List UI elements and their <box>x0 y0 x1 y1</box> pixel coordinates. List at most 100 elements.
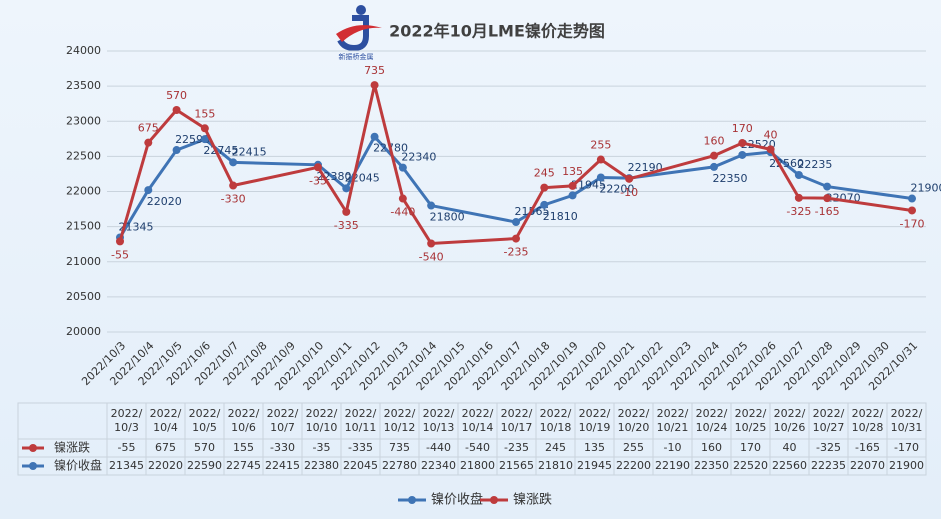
table-cell: 22745 <box>226 459 261 472</box>
table-key-dot <box>29 444 37 452</box>
point <box>823 182 832 191</box>
point <box>512 234 520 243</box>
data-label: -235 <box>504 246 529 259</box>
point <box>710 162 718 171</box>
data-label: -55 <box>111 248 129 261</box>
point <box>738 139 747 148</box>
data-label: 170 <box>732 122 753 135</box>
point <box>766 145 775 154</box>
table-header: 2022/10/13 <box>422 407 455 434</box>
table-cell: -335 <box>348 441 373 454</box>
logo-swoosh <box>336 25 382 42</box>
point <box>596 173 605 182</box>
data-label: -335 <box>334 219 359 232</box>
data-label: 155 <box>194 107 215 120</box>
data-label: 21945 <box>571 178 606 191</box>
data-label: 22200 <box>599 182 634 195</box>
data-label: 675 <box>138 122 159 135</box>
legend-dot <box>490 496 498 504</box>
point <box>144 186 153 195</box>
point <box>370 132 379 141</box>
table-header: 2022/10/27 <box>812 407 845 434</box>
point <box>342 184 351 193</box>
y-tick-label: 21500 <box>66 220 101 233</box>
table-header: 2022/10/12 <box>383 407 416 434</box>
table-cell: 21565 <box>499 459 534 472</box>
point <box>908 194 916 203</box>
table-cell: 21900 <box>889 459 924 472</box>
table-cell: -330 <box>270 441 295 454</box>
y-tick-label: 20500 <box>66 290 101 303</box>
logo: 新振桥金属 <box>336 5 382 61</box>
y-tick-label: 21000 <box>66 255 101 268</box>
table-key-dot <box>29 462 37 470</box>
legend-dot <box>408 496 416 504</box>
data-label: 22745 <box>203 144 238 157</box>
table-header: 2022/10/6 <box>227 407 260 434</box>
logo-j <box>337 15 369 52</box>
table-cell: -10 <box>664 441 682 454</box>
data-label: -325 <box>786 205 811 218</box>
point <box>625 174 634 183</box>
y-tick-label: 22000 <box>66 185 101 198</box>
chart-title: 2022年10月LME镍价走势图 <box>389 22 605 41</box>
table-cell: -540 <box>465 441 490 454</box>
table-cell: -440 <box>426 441 451 454</box>
table-cell: 135 <box>584 441 605 454</box>
table-cell: 22415 <box>265 459 300 472</box>
point <box>200 124 209 133</box>
data-label: -540 <box>419 250 444 263</box>
point <box>370 81 379 90</box>
table-cell: 22350 <box>694 459 729 472</box>
point <box>398 163 407 172</box>
table-header: 2022/10/26 <box>773 407 806 434</box>
data-label: -165 <box>815 205 840 218</box>
point <box>144 138 153 147</box>
table-cell: 245 <box>545 441 566 454</box>
table-header: 2022/10/14 <box>461 407 494 434</box>
data-label: 21810 <box>543 210 578 223</box>
table-cell: 155 <box>233 441 254 454</box>
point <box>540 200 549 209</box>
data-label: 21800 <box>430 211 465 224</box>
table-cell: -235 <box>504 441 529 454</box>
point <box>116 237 124 246</box>
table-cell: 22340 <box>421 459 456 472</box>
point <box>342 207 351 216</box>
data-label: 22415 <box>232 145 267 158</box>
data-label: -170 <box>900 217 925 230</box>
point <box>398 194 407 203</box>
data-label: 22045 <box>345 171 380 184</box>
table-cell: 21945 <box>577 459 612 472</box>
point <box>172 106 181 115</box>
table-cell: 22045 <box>343 459 378 472</box>
data-label: 570 <box>166 89 187 102</box>
table-cell: 21810 <box>538 459 573 472</box>
point <box>908 206 916 215</box>
table-header: 2022/10/19 <box>578 407 611 434</box>
table-cell: 21345 <box>109 459 144 472</box>
table-cell: -35 <box>313 441 331 454</box>
data-label: 245 <box>534 167 555 180</box>
data-label: 255 <box>590 139 611 152</box>
table-header: 2022/10/10 <box>305 407 338 434</box>
table-cell: 675 <box>155 441 176 454</box>
point <box>200 135 209 144</box>
table-cell: 22590 <box>187 459 222 472</box>
point <box>314 163 322 172</box>
data-label: 735 <box>364 64 385 77</box>
table-cell: 255 <box>623 441 644 454</box>
point <box>568 191 577 200</box>
table-cell: 22190 <box>655 459 690 472</box>
table-cell: -165 <box>855 441 880 454</box>
data-label: 135 <box>562 165 583 178</box>
table-cell: 22780 <box>382 459 417 472</box>
data-label: 22590 <box>175 133 210 146</box>
table-row-label: 镍涨跌 <box>54 440 90 455</box>
point <box>596 155 605 164</box>
table-row-label: 镍价收盘 <box>54 458 102 473</box>
table-header: 2022/10/5 <box>188 407 221 434</box>
logo-dot <box>356 5 366 15</box>
table-header: 2022/10/7 <box>266 407 299 434</box>
data-label: 21900 <box>911 182 941 195</box>
